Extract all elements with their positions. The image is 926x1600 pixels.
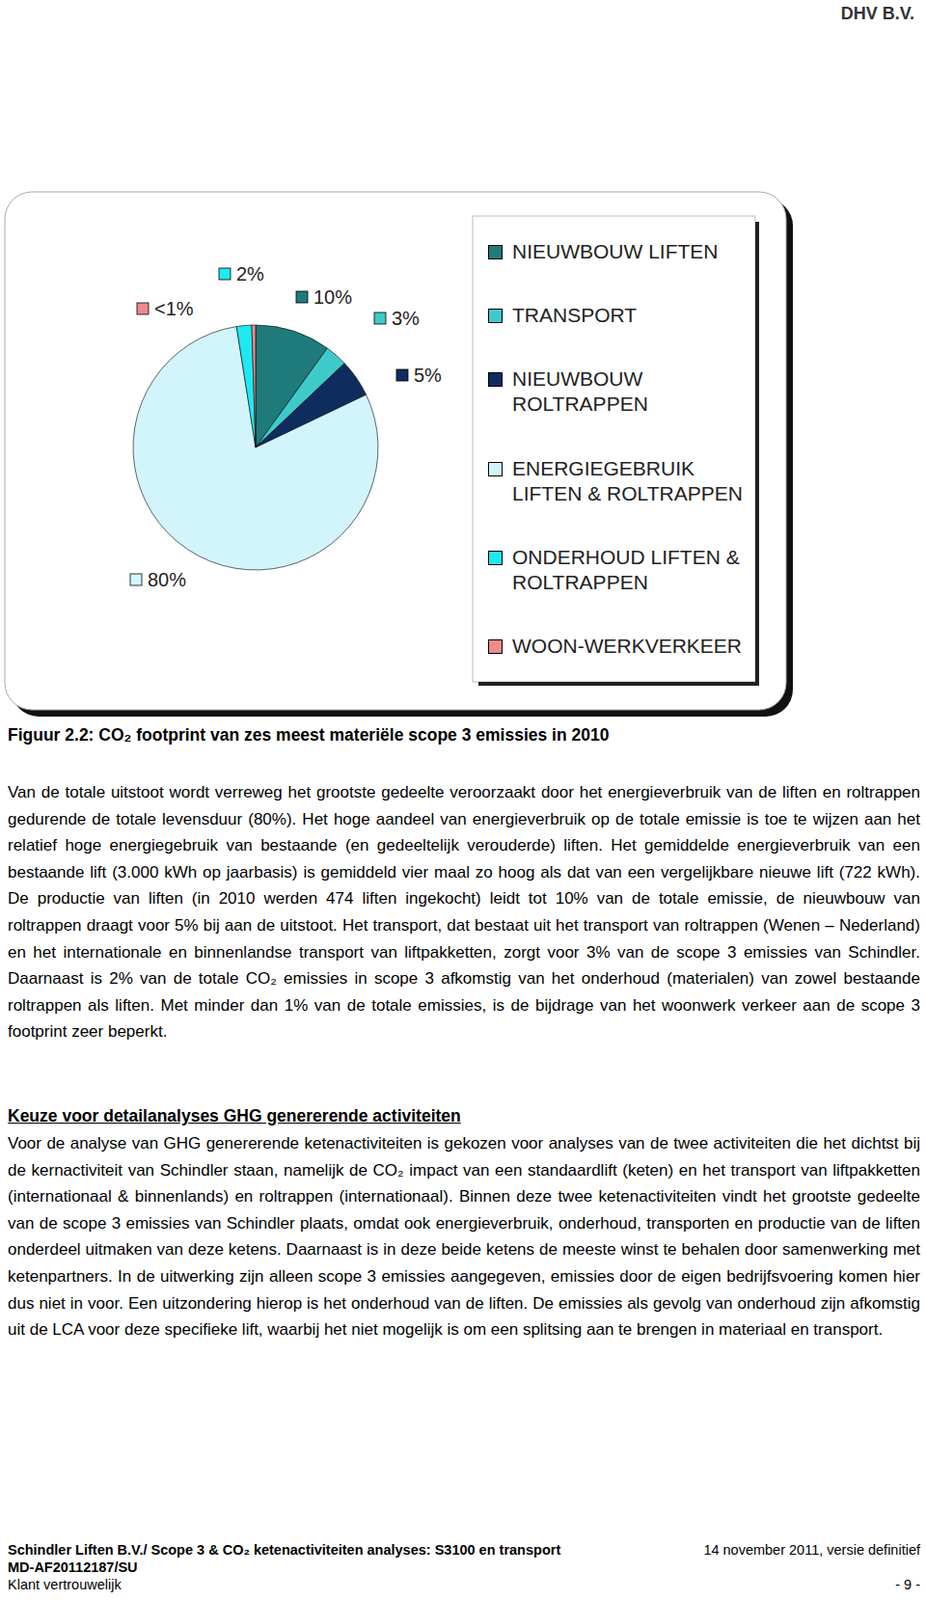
html-text:Van de totale uitstoot wordt v: Van de totale uitstoot wordt verreweg he… <box>7 783 921 1042</box>
html-text:ENERGIEGEBRUIK LIFTEN & ROLTRA: ENERGIEGEBRUIK LIFTEN & ROLTRAPPEN <box>512 456 743 504</box>
html-text:TRANSPORT: TRANSPORT <box>512 304 637 327</box>
svg-text:<1%: <1% <box>154 298 194 320</box>
html-text:Voor de analyse van GHG genere: Voor de analyse van GHG genererende kete… <box>7 1134 921 1340</box>
html-text:- 9 -: - 9 - <box>895 1577 921 1593</box>
html-text:NIEUWBOUW ROLTRAPPEN: NIEUWBOUW ROLTRAPPEN <box>512 367 649 416</box>
html-text:Klant vertrouwelijk: Klant vertrouwelijk <box>7 1577 122 1593</box>
html-text:ONDERHOUD LIFTEN & ROLTRAPPEN: ONDERHOUD LIFTEN & ROLTRAPPEN <box>512 545 740 593</box>
html-text:Figuur 2.2: CO₂ footprint van: Figuur 2.2: CO₂ footprint van zes meest … <box>7 725 610 745</box>
html-text:DHV B.V.: DHV B.V. <box>840 3 915 24</box>
svg-text:5%: 5% <box>413 364 442 386</box>
html-text:Schindler Liften B.V./ Scope 3: Schindler Liften B.V./ Scope 3 & CO₂ ket… <box>7 1542 561 1558</box>
svg-text:3%: 3% <box>391 307 420 329</box>
svg-text:80%: 80% <box>147 569 187 591</box>
svg-text:10%: 10% <box>313 286 353 308</box>
html-text:NIEUWBOUW LIFTEN: NIEUWBOUW LIFTEN <box>512 240 719 263</box>
html-text:MD-AF20112187/SU: MD-AF20112187/SU <box>7 1559 138 1576</box>
html-text:14 november 2011, versie defin: 14 november 2011, versie definitief <box>703 1542 921 1558</box>
svg-text:2%: 2% <box>236 263 265 285</box>
html-text:Keuze voor detailanalyses GHG: Keuze voor detailanalyses GHG genererend… <box>7 1106 461 1126</box>
html-text:WOON-WERKVERKEER: WOON-WERKVERKEER <box>512 634 742 657</box>
